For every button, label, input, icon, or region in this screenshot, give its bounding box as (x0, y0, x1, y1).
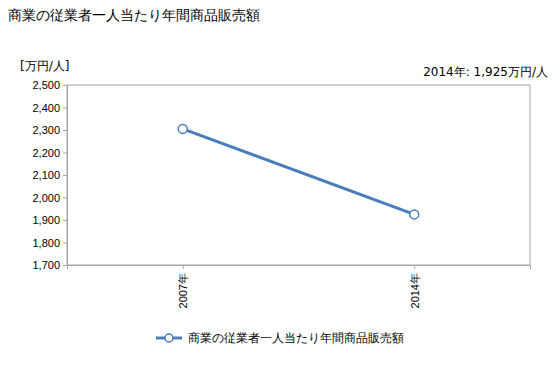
y-tick-label: 1,700 (32, 259, 60, 271)
y-tick-mark (63, 153, 67, 154)
title: 商業の従業者一人当たり年間商品販売額 (8, 7, 260, 23)
y-tick-label: 2,400 (32, 102, 60, 114)
marker (410, 210, 419, 219)
y-tick-label: 1,900 (32, 214, 60, 226)
y-tick-label: 2,300 (32, 124, 60, 136)
line (183, 129, 415, 215)
y-tick-mark (63, 108, 67, 109)
y-tick-mark (63, 265, 67, 266)
y-axis-label: [万円/人] (20, 59, 69, 73)
x-tick-label: 2014年 (409, 273, 421, 308)
y-tick-mark (63, 243, 67, 244)
y-tick-label: 1,800 (32, 237, 60, 249)
y-tick-mark (63, 175, 67, 176)
y-tick-mark (63, 198, 67, 199)
legend-item: 商業の従業者一人当たり年間商品販売額 (156, 331, 404, 345)
y-tick-label: 2,000 (32, 192, 60, 204)
x-tick-label: 2007年 (177, 273, 189, 308)
x-axis-line (68, 266, 531, 270)
y-tick-mark (63, 220, 67, 221)
y-tick: 2,300 (32, 124, 67, 136)
y-tick: 2,000 (32, 192, 67, 204)
marker (178, 124, 187, 133)
legend: 商業の従業者一人当たり年間商品販売額 (156, 331, 404, 345)
y-tick: 1,900 (32, 214, 67, 226)
y-tick-label: 2,100 (32, 169, 60, 181)
chart: 商業の従業者一人当たり年間商品販売額 [万円/人] 2014年: 1,925万円/人… (0, 0, 560, 366)
y-tick-label: 2,500 (32, 79, 60, 91)
x-tick: 2007年 (177, 265, 189, 308)
series-group (178, 124, 419, 219)
annotation: 2014年: 1,925万円/人 (423, 65, 548, 79)
x-axis: 2007年 2014年 (68, 265, 531, 308)
y-tick: 2,100 (32, 169, 67, 181)
y-axis: 1,700 1,800 1,900 2,000 2,100 2,200 2,300 2,400… (32, 79, 67, 271)
y-tick-label: 2,200 (32, 147, 60, 159)
plot-frame (67, 85, 530, 265)
legend-label: 商業の従業者一人当たり年間商品販売額 (188, 331, 404, 345)
x-tick-mark (183, 265, 184, 269)
y-tick: 2,500 (32, 79, 67, 91)
y-tick: 2,200 (32, 147, 67, 159)
y-axis-line (63, 86, 68, 266)
legend-marker (165, 334, 173, 342)
y-tick: 1,800 (32, 237, 67, 249)
y-tick-mark (63, 85, 67, 86)
y-tick: 2,400 (32, 102, 67, 114)
y-tick: 1,700 (32, 259, 67, 271)
y-tick-mark (63, 130, 67, 131)
x-tick-mark (414, 265, 415, 269)
x-tick: 2014年 (409, 265, 421, 308)
